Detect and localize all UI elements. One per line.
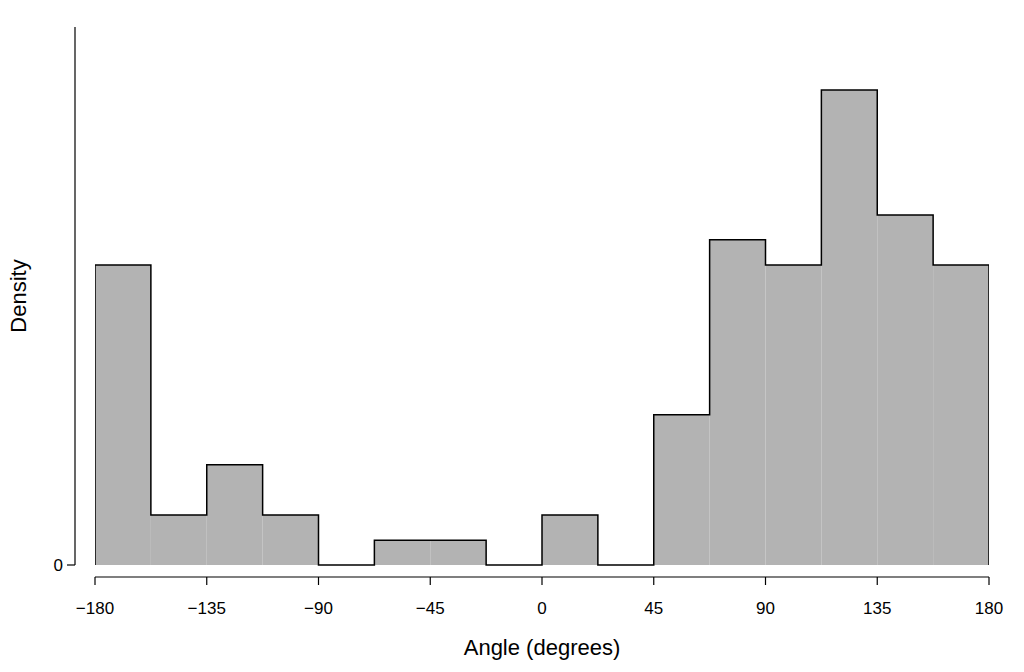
x-tick-label: 0: [537, 599, 546, 618]
bar: [430, 540, 486, 565]
bar: [542, 515, 598, 565]
y-axis: [74, 27, 75, 565]
x-tick: [541, 577, 542, 585]
bar: [766, 265, 822, 565]
x-tick-label: 135: [863, 599, 891, 618]
x-tick: [94, 577, 95, 585]
bar: [207, 465, 263, 565]
outline: [95, 90, 989, 565]
bar: [933, 265, 989, 565]
x-tick: [318, 577, 319, 585]
y-tick: [67, 564, 75, 565]
bar: [151, 515, 207, 565]
x-tick: [988, 577, 989, 585]
bar: [877, 215, 933, 565]
bar: [263, 515, 319, 565]
x-tick-label: 180: [975, 599, 1003, 618]
x-tick: [430, 577, 431, 585]
x-tick: [877, 577, 878, 585]
x-tick-label: 45: [644, 599, 663, 618]
x-tick: [653, 577, 654, 585]
chart: −180 −135 −90 −45 0 45 90 135 180 Angle (degrees)…: [0, 0, 1024, 672]
x-tick-label: 90: [756, 599, 775, 618]
x-tick-label: −45: [416, 599, 445, 618]
y-tick-label: 0: [54, 556, 63, 575]
plot-area: [95, 90, 989, 565]
bar: [374, 540, 430, 565]
x-tick-label: −180: [76, 599, 114, 618]
x-tick: [765, 577, 766, 585]
bar: [821, 90, 877, 565]
bar: [710, 240, 766, 565]
x-axis-title: Angle (degrees): [464, 635, 621, 660]
y-axis-title: Density: [6, 259, 31, 332]
bar: [654, 415, 710, 565]
x-tick-label: −90: [304, 599, 333, 618]
bar: [95, 265, 151, 565]
x-tick-label: −135: [188, 599, 226, 618]
x-tick: [206, 577, 207, 585]
